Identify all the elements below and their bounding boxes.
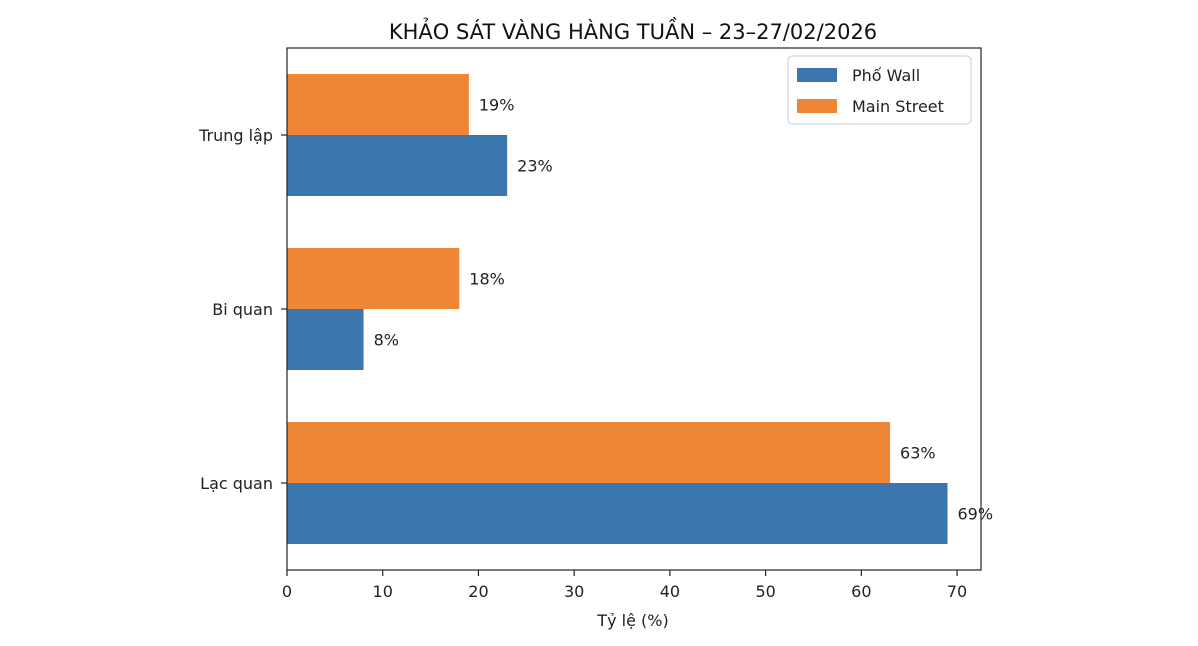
- bar-main-street-0: [287, 422, 891, 483]
- bar-pho-wall-1: [287, 309, 364, 370]
- bar-pho-wall-0: [287, 483, 948, 544]
- bar-main-street-1: [287, 248, 460, 309]
- bar-pho-wall-2: [287, 135, 508, 196]
- data-label-1-1: 18%: [469, 270, 505, 289]
- legend-swatch-1: [797, 99, 837, 113]
- data-label-1-0: 63%: [900, 444, 936, 463]
- x-tick-label-7: 70: [947, 582, 967, 601]
- data-label-1-2: 19%: [479, 96, 515, 115]
- legend: Phố Wall Main Street: [787, 55, 972, 125]
- x-tick-label-6: 60: [851, 582, 871, 601]
- plot-frame: [286, 47, 982, 571]
- x-tick-label-3: 30: [564, 582, 584, 601]
- x-tick-label-4: 40: [660, 582, 680, 601]
- bar-main-street-2: [287, 74, 469, 135]
- x-axis-label: Tỷ lệ (%): [596, 611, 668, 630]
- legend-label-0: Phố Wall: [852, 66, 920, 85]
- legend-label-1: Main Street: [852, 97, 944, 116]
- y-tick-label-1: Bi quan: [212, 300, 273, 319]
- data-label-0-2: 23%: [517, 157, 553, 176]
- x-tick-label-2: 20: [468, 582, 488, 601]
- data-label-0-1: 8%: [374, 331, 399, 350]
- x-tick-label-0: 0: [282, 582, 292, 601]
- x-tick-label-5: 50: [755, 582, 775, 601]
- y-tick-label-0: Lạc quan: [200, 474, 273, 493]
- chart-title: KHẢO SÁT VÀNG HÀNG TUẦN – 23–27/02/2026: [389, 17, 877, 44]
- data-label-0-0: 69%: [957, 505, 993, 524]
- y-tick-label-2: Trung lập: [198, 126, 273, 145]
- legend-swatch-0: [797, 68, 837, 82]
- x-tick-label-1: 10: [373, 582, 393, 601]
- plot-area: 69% 63% Lạc quan 8% 18% Bi quan 23% 19% Trung lậ…: [198, 74, 993, 601]
